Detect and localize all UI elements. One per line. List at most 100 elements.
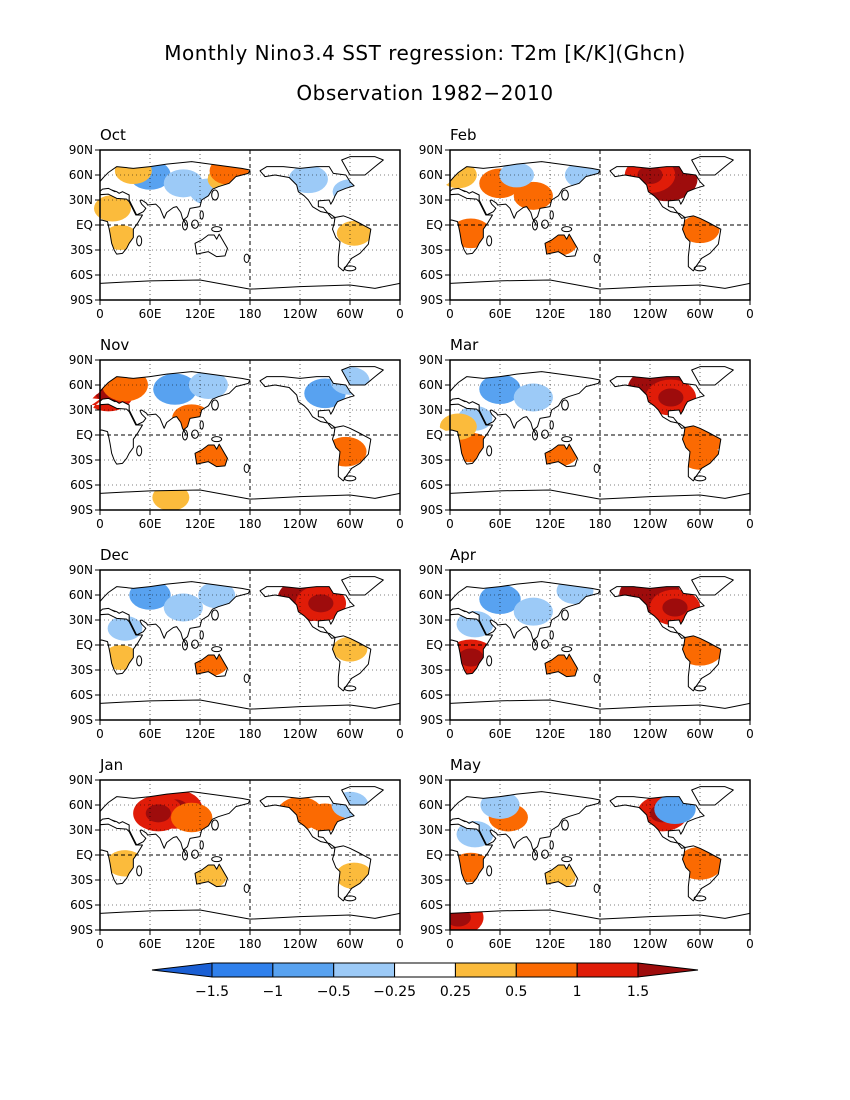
lat-tick-label: EQ <box>426 638 443 652</box>
lat-tick-label: EQ <box>76 218 93 232</box>
lon-tick-label: 0 <box>96 937 104 951</box>
anomaly-patch <box>513 181 553 210</box>
coastline <box>609 796 705 849</box>
anomaly-patch <box>479 374 521 404</box>
lon-tick-label: 0 <box>746 937 754 951</box>
lat-tick-label: 60N <box>69 798 93 812</box>
coastline <box>194 863 228 888</box>
island <box>211 189 219 201</box>
lat-tick-label: 30N <box>419 823 443 837</box>
island <box>486 235 493 247</box>
lon-tick-label: 120E <box>535 307 566 321</box>
lon-tick-label: 0 <box>746 517 754 531</box>
lon-tick-label: 60W <box>336 937 363 951</box>
colorbar-segment <box>576 962 639 978</box>
island <box>191 849 199 859</box>
lat-tick-label: 60N <box>419 588 443 602</box>
coastline <box>100 823 143 885</box>
island <box>549 630 554 640</box>
lon-tick-label: 60W <box>686 517 713 531</box>
lon-tick-label: 120W <box>633 937 668 951</box>
island <box>486 655 493 667</box>
colorbar-label: −1.5 <box>195 984 229 1000</box>
lon-tick-label: 0 <box>396 517 404 531</box>
anomaly-patch <box>456 820 494 848</box>
coastline <box>259 796 355 849</box>
colorbar-label: −0.25 <box>373 984 416 1000</box>
coastline <box>100 279 400 300</box>
coastline <box>450 699 750 720</box>
lat-tick-label: 60N <box>69 168 93 182</box>
island <box>593 463 600 474</box>
island <box>199 840 204 850</box>
lon-tick-label: 180 <box>239 937 262 951</box>
lat-tick-label: 30N <box>419 193 443 207</box>
coastline <box>100 403 143 465</box>
island <box>243 253 250 264</box>
lat-tick-label: 60S <box>70 898 93 912</box>
lat-tick-label: 30N <box>69 403 93 417</box>
lat-tick-label: EQ <box>76 428 93 442</box>
island <box>593 673 600 683</box>
lat-tick-label: EQ <box>426 848 443 862</box>
coastline <box>100 699 400 720</box>
island <box>199 630 204 640</box>
colorbar-label: −1 <box>263 984 284 1000</box>
lon-tick-label: 120E <box>185 517 216 531</box>
colorbar-label: 0.5 <box>505 984 527 1000</box>
lat-tick-label: 30S <box>70 243 93 257</box>
island <box>136 655 143 667</box>
anomaly-patch <box>332 636 368 662</box>
lat-tick-label: 60S <box>70 688 93 702</box>
panel-month-label: Apr <box>450 546 477 564</box>
anomaly-field <box>106 789 373 890</box>
anomaly-patch <box>456 610 494 638</box>
lon-tick-label: 120E <box>535 517 566 531</box>
lon-tick-label: 120W <box>633 307 668 321</box>
coastline <box>194 653 228 678</box>
coastlines <box>450 156 750 300</box>
island <box>593 253 600 264</box>
coastline <box>450 613 493 675</box>
island <box>549 210 554 220</box>
colorbar-segment <box>333 962 396 978</box>
lat-tick-label: 90S <box>70 503 93 517</box>
lat-tick-label: 90N <box>419 773 443 787</box>
colorbar-low-extension <box>151 962 213 978</box>
coastline <box>450 909 750 930</box>
coastline <box>450 279 750 300</box>
coastline <box>194 443 228 468</box>
colorbar: −1.5 −1 −0.5 −0.25 0.25 0.5 1 1.5 <box>151 962 699 1000</box>
lat-tick-label: 30N <box>69 823 93 837</box>
lon-tick-label: 60E <box>489 727 512 741</box>
coastline <box>259 586 355 639</box>
island <box>191 429 199 439</box>
lon-tick-label: 60E <box>489 307 512 321</box>
lon-tick-label: 180 <box>239 727 262 741</box>
coastline <box>100 909 400 930</box>
lon-tick-label: 120W <box>633 517 668 531</box>
lon-tick-label: 180 <box>239 517 262 531</box>
lon-tick-label: 0 <box>446 937 454 951</box>
island <box>211 226 223 233</box>
coastline <box>100 193 143 255</box>
coastline <box>544 443 578 468</box>
island <box>486 445 493 457</box>
lat-tick-label: 90N <box>69 353 93 367</box>
lat-tick-label: EQ <box>76 638 93 652</box>
anomaly-patch <box>152 484 190 510</box>
anomaly-patch <box>556 577 594 605</box>
lat-tick-label: 30N <box>419 613 443 627</box>
island <box>211 819 219 831</box>
anomaly-core <box>308 594 334 613</box>
colorbar-segment <box>211 962 274 978</box>
lat-tick-label: 90N <box>69 773 93 787</box>
lon-tick-label: 120W <box>283 937 318 951</box>
lon-tick-label: 60E <box>139 727 162 741</box>
lon-tick-label: 60E <box>489 517 512 531</box>
lon-tick-label: 0 <box>396 937 404 951</box>
coastline <box>194 233 228 258</box>
